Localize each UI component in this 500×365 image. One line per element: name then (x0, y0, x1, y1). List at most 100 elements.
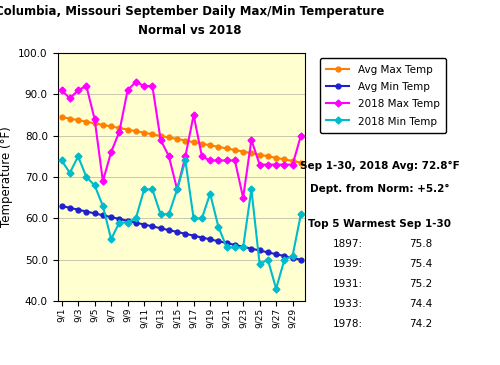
2018 Max Temp (67, 96, 73, 101)
2018 Min Temp (166, 212, 172, 216)
Text: 74.4: 74.4 (409, 299, 432, 309)
Avg Max Temp (67, 116, 73, 121)
Text: 1978:: 1978: (332, 319, 362, 329)
Avg Max Temp (216, 145, 222, 149)
Avg Min Temp (108, 215, 114, 219)
Text: 1897:: 1897: (332, 239, 362, 249)
2018 Max Temp (124, 88, 130, 92)
Avg Max Temp (133, 129, 139, 133)
2018 Min Temp (265, 258, 271, 262)
Avg Min Temp (92, 211, 98, 216)
Avg Min Temp (265, 250, 271, 254)
Avg Max Temp (240, 149, 246, 154)
2018 Max Temp (240, 196, 246, 200)
Avg Min Temp (273, 252, 279, 256)
2018 Max Temp (265, 162, 271, 167)
Avg Max Temp (150, 132, 156, 137)
Avg Min Temp (256, 248, 262, 253)
Avg Max Temp (174, 137, 180, 141)
Text: Sep 1-30, 2018 Avg: 72.8°F: Sep 1-30, 2018 Avg: 72.8°F (300, 161, 460, 171)
2018 Max Temp (182, 154, 188, 158)
2018 Max Temp (190, 113, 196, 117)
2018 Max Temp (298, 134, 304, 138)
Avg Min Temp (116, 217, 122, 221)
Avg Max Temp (124, 127, 130, 132)
2018 Min Temp (108, 237, 114, 241)
Avg Max Temp (190, 140, 196, 144)
Avg Min Temp (248, 246, 254, 251)
Avg Min Temp (182, 232, 188, 236)
Avg Max Temp (100, 123, 106, 127)
2018 Min Temp (207, 191, 213, 196)
2018 Max Temp (166, 154, 172, 158)
2018 Min Temp (282, 258, 288, 262)
2018 Max Temp (150, 84, 156, 88)
2018 Max Temp (174, 187, 180, 192)
Legend: Avg Max Temp, Avg Min Temp, 2018 Max Temp, 2018 Min Temp: Avg Max Temp, Avg Min Temp, 2018 Max Tem… (320, 58, 446, 133)
2018 Min Temp (58, 158, 64, 163)
2018 Max Temp (92, 117, 98, 121)
Avg Min Temp (124, 219, 130, 223)
Avg Max Temp (256, 153, 262, 157)
2018 Max Temp (290, 162, 296, 167)
2018 Min Temp (150, 187, 156, 192)
Avg Max Temp (199, 142, 205, 146)
Avg Max Temp (232, 148, 238, 152)
2018 Min Temp (298, 212, 304, 216)
Avg Min Temp (84, 210, 89, 214)
Text: 75.4: 75.4 (409, 259, 432, 269)
2018 Min Temp (232, 245, 238, 250)
Avg Min Temp (166, 228, 172, 232)
2018 Min Temp (124, 220, 130, 225)
2018 Min Temp (67, 171, 73, 175)
Text: 75.8: 75.8 (409, 239, 432, 249)
2018 Min Temp (290, 253, 296, 258)
2018 Min Temp (158, 212, 164, 216)
Avg Min Temp (232, 243, 238, 247)
2018 Min Temp (224, 245, 230, 250)
2018 Max Temp (232, 158, 238, 163)
Avg Min Temp (158, 226, 164, 230)
2018 Max Temp (141, 84, 147, 88)
Avg Min Temp (290, 256, 296, 260)
2018 Min Temp (273, 287, 279, 291)
2018 Max Temp (282, 162, 288, 167)
2018 Min Temp (190, 216, 196, 220)
Avg Max Temp (84, 120, 89, 124)
Y-axis label: Temperature (°F): Temperature (°F) (0, 127, 12, 227)
Avg Max Temp (108, 124, 114, 128)
Avg Max Temp (58, 115, 64, 119)
2018 Min Temp (116, 220, 122, 225)
2018 Max Temp (100, 179, 106, 183)
Line: Avg Min Temp: Avg Min Temp (59, 204, 304, 262)
2018 Max Temp (256, 162, 262, 167)
2018 Min Temp (199, 216, 205, 220)
Text: 75.2: 75.2 (409, 279, 432, 289)
Line: 2018 Max Temp: 2018 Max Temp (59, 80, 304, 200)
Avg Min Temp (100, 213, 106, 218)
2018 Min Temp (92, 183, 98, 188)
Avg Min Temp (67, 205, 73, 210)
Avg Min Temp (282, 254, 288, 258)
Avg Min Temp (199, 235, 205, 240)
2018 Max Temp (158, 138, 164, 142)
2018 Min Temp (84, 175, 89, 179)
Avg Min Temp (224, 241, 230, 245)
Avg Max Temp (265, 154, 271, 158)
Avg Min Temp (75, 207, 81, 212)
Text: 1933:: 1933: (332, 299, 362, 309)
2018 Max Temp (133, 80, 139, 84)
2018 Max Temp (224, 158, 230, 163)
Avg Min Temp (141, 222, 147, 227)
2018 Max Temp (216, 158, 222, 163)
Avg Min Temp (174, 230, 180, 234)
Text: Columbia, Missouri September Daily Max/Min Temperature: Columbia, Missouri September Daily Max/M… (0, 5, 384, 19)
Avg Min Temp (133, 220, 139, 225)
Avg Min Temp (58, 204, 64, 208)
Avg Max Temp (290, 159, 296, 163)
2018 Min Temp (256, 262, 262, 266)
Avg Min Temp (298, 258, 304, 262)
2018 Max Temp (116, 129, 122, 134)
Text: 74.2: 74.2 (409, 319, 432, 329)
Avg Min Temp (150, 224, 156, 228)
